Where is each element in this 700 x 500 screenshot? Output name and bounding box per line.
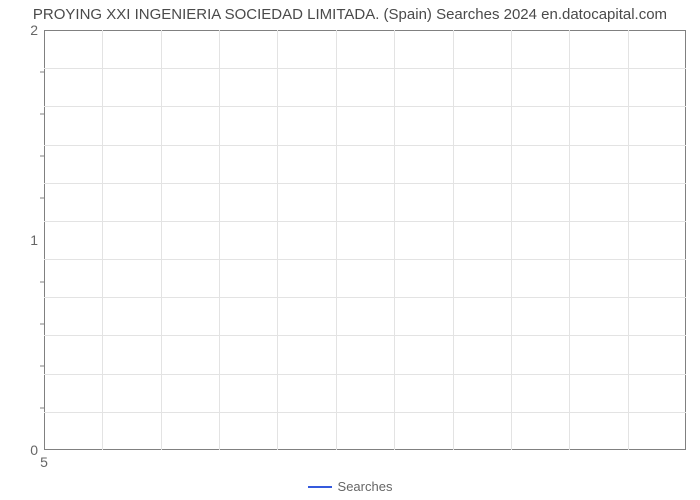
gridline-horizontal xyxy=(44,183,686,184)
x-tick-label: 5 xyxy=(40,454,48,470)
y-minor-tick xyxy=(40,408,44,409)
gridline-vertical xyxy=(511,30,512,450)
gridline-horizontal xyxy=(44,106,686,107)
y-minor-tick xyxy=(40,72,44,73)
gridline-horizontal xyxy=(44,412,686,413)
plot-border xyxy=(44,30,686,450)
gridline-vertical xyxy=(394,30,395,450)
chart-container: PROYING XXI INGENIERIA SOCIEDAD LIMITADA… xyxy=(0,0,700,500)
y-minor-tick xyxy=(40,366,44,367)
y-minor-tick xyxy=(40,282,44,283)
y-tick-label: 2 xyxy=(30,22,38,38)
gridline-vertical xyxy=(219,30,220,450)
gridline-horizontal xyxy=(44,374,686,375)
gridline-vertical xyxy=(569,30,570,450)
legend-label: Searches xyxy=(338,479,393,494)
gridline-horizontal xyxy=(44,221,686,222)
gridline-horizontal xyxy=(44,68,686,69)
plot-area: 0125 xyxy=(44,30,686,450)
y-minor-tick xyxy=(40,324,44,325)
y-minor-tick xyxy=(40,198,44,199)
gridline-vertical xyxy=(628,30,629,450)
y-minor-tick xyxy=(40,114,44,115)
gridline-vertical xyxy=(453,30,454,450)
gridline-vertical xyxy=(161,30,162,450)
y-tick-label: 1 xyxy=(30,232,38,248)
gridline-horizontal xyxy=(44,297,686,298)
chart-title: PROYING XXI INGENIERIA SOCIEDAD LIMITADA… xyxy=(0,6,700,23)
gridline-vertical xyxy=(336,30,337,450)
y-tick-label: 0 xyxy=(30,442,38,458)
gridline-vertical xyxy=(102,30,103,450)
gridline-horizontal xyxy=(44,335,686,336)
y-minor-tick xyxy=(40,156,44,157)
gridline-horizontal xyxy=(44,259,686,260)
legend-swatch xyxy=(308,486,332,488)
gridline-vertical xyxy=(277,30,278,450)
gridline-horizontal xyxy=(44,145,686,146)
legend: Searches xyxy=(0,478,700,494)
